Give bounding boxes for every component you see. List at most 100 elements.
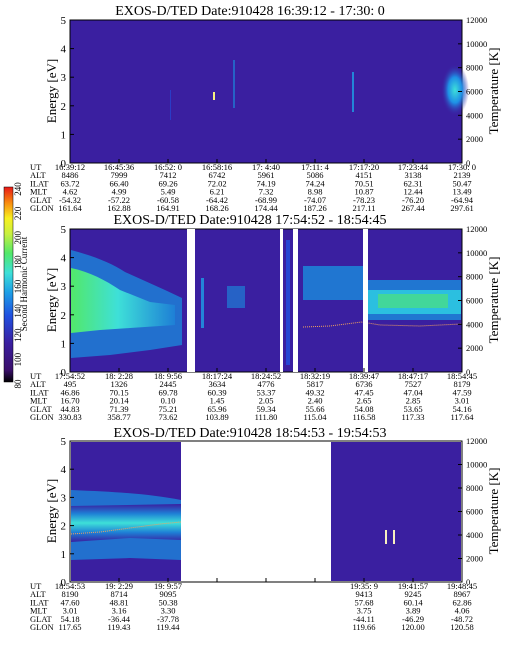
colorbar-tick-label: 240 bbox=[13, 182, 23, 196]
temperature-tick-label: 10000 bbox=[466, 248, 487, 258]
orbit-value: 69.78 bbox=[158, 387, 177, 397]
orbit-value: 54.16 bbox=[452, 404, 471, 414]
orbit-value: 3138 bbox=[405, 170, 422, 180]
orbit-value: 8.98 bbox=[308, 187, 323, 197]
orbit-value: 2445 bbox=[160, 379, 177, 389]
panel-2-features bbox=[71, 229, 462, 372]
orbit-value: 4776 bbox=[258, 379, 275, 389]
orbit-value: 9245 bbox=[405, 589, 422, 599]
orbit-value: 5.49 bbox=[161, 187, 176, 197]
orbit-value: 47.04 bbox=[403, 387, 423, 397]
panel-1-orbit-table: UT 16:39:12 16:45:36 16:52: 0 16:58:16 17: 4:… bbox=[30, 162, 476, 213]
panel-3-bright-spot bbox=[393, 530, 395, 544]
panel-1-streak bbox=[170, 90, 171, 120]
colorbar-tick-label: 100 bbox=[13, 352, 23, 366]
orbit-value: 60.39 bbox=[207, 387, 226, 397]
orbit-value: -46.29 bbox=[402, 614, 424, 624]
panel-1-right-edge-blob bbox=[441, 64, 469, 116]
orbit-value: 16:52: 0 bbox=[154, 162, 182, 172]
orbit-value: 17:30: 0 bbox=[448, 162, 476, 172]
energy-tick-label: 4 bbox=[61, 253, 67, 265]
panel-2-core-right bbox=[378, 294, 448, 308]
temperature-tick-label: 2000 bbox=[466, 134, 483, 144]
orbit-value: 17:23:44 bbox=[398, 162, 429, 172]
orbit-row-label: UT bbox=[30, 371, 42, 381]
orbit-value: 3.89 bbox=[406, 606, 421, 616]
energy-tick-label: 4 bbox=[61, 44, 67, 56]
orbit-value: 3.01 bbox=[63, 606, 78, 616]
orbit-value: 44.83 bbox=[60, 404, 79, 414]
orbit-row-label: GLAT bbox=[30, 404, 53, 414]
energy-tick-label: 0 bbox=[61, 367, 67, 379]
colorbar-tick-label: 180 bbox=[13, 255, 23, 269]
panel-3-core-band bbox=[71, 504, 181, 542]
orbit-row-label: ALT bbox=[30, 170, 47, 180]
orbit-value: 117.33 bbox=[401, 412, 424, 422]
colorbar-tick-label: 140 bbox=[13, 304, 23, 318]
panel-1-title: EXOS-D/TED Date:910428 16:39:12 - 17:30:… bbox=[115, 4, 384, 19]
orbit-value: 5086 bbox=[307, 170, 324, 180]
colorbar-label: Second Harmonic Current bbox=[19, 236, 29, 331]
orbit-value: 48.81 bbox=[109, 597, 128, 607]
orbit-value: 119.43 bbox=[107, 622, 130, 632]
panel-3-orbit-table: UT 18:54:53 19: 2:29 19: 9:57 19:35: 9 19:41:… bbox=[30, 581, 477, 632]
orbit-value: 7.32 bbox=[259, 187, 274, 197]
temperature-tick-label: 10000 bbox=[466, 39, 487, 49]
orbit-value: 47.45 bbox=[354, 387, 373, 397]
orbit-value: -57.22 bbox=[108, 195, 130, 205]
orbit-value: 7999 bbox=[111, 170, 128, 180]
orbit-value: 72.02 bbox=[207, 178, 226, 188]
orbit-value: 74.19 bbox=[256, 178, 275, 188]
orbit-value: 16:45:36 bbox=[104, 162, 134, 172]
orbit-value: 70.15 bbox=[109, 387, 128, 397]
orbit-value: 19: 2:29 bbox=[105, 581, 133, 591]
colorbar-tick-label: 220 bbox=[13, 206, 23, 220]
orbit-value: 16.70 bbox=[60, 396, 79, 406]
energy-tick-label: 3 bbox=[61, 492, 67, 504]
orbit-value: -44.11 bbox=[353, 614, 375, 624]
orbit-value: 62.31 bbox=[403, 178, 422, 188]
orbit-value: 53.37 bbox=[256, 387, 275, 397]
orbit-value: 17:54:52 bbox=[55, 371, 85, 381]
orbit-value: 16:58:16 bbox=[202, 162, 232, 172]
orbit-row-label: GLON bbox=[30, 412, 54, 422]
orbit-value: 6742 bbox=[209, 170, 226, 180]
panel-1-bright-spot bbox=[213, 92, 215, 100]
temperature-tick-label: 6000 bbox=[466, 296, 483, 306]
orbit-value: 3.30 bbox=[161, 606, 176, 616]
orbit-value: 73.62 bbox=[158, 412, 177, 422]
temperature-tick-label: 0 bbox=[466, 367, 470, 377]
energy-tick-label: 4 bbox=[61, 464, 67, 476]
temperature-tick-label: 12000 bbox=[466, 15, 487, 25]
energy-tick-label: 1 bbox=[61, 129, 67, 141]
orbit-row-label: GLAT bbox=[30, 614, 53, 624]
orbit-row-label: GLAT bbox=[30, 195, 53, 205]
orbit-value: 18:24:52 bbox=[251, 371, 281, 381]
colorbar-scale bbox=[3, 186, 14, 383]
orbit-value: 46.86 bbox=[60, 387, 79, 397]
orbit-value: 2139 bbox=[454, 170, 471, 180]
orbit-value: 115.04 bbox=[303, 412, 327, 422]
panel-2-axes: 0 1 2 3 4 5 0 2000 4000 6000 8000 10000 12000 bbox=[61, 224, 488, 379]
orbit-value: 164.91 bbox=[156, 203, 179, 213]
orbit-value: 19:48:45 bbox=[447, 581, 477, 591]
panel-2-data-gap bbox=[293, 229, 298, 372]
orbit-value: -76.20 bbox=[402, 195, 424, 205]
orbit-value: 117.64 bbox=[450, 412, 474, 422]
panel-3-y2label: Temperature [K] bbox=[486, 468, 501, 555]
orbit-row-label: ILAT bbox=[30, 387, 49, 397]
orbit-row-label: UT bbox=[30, 162, 42, 172]
orbit-value: 217.11 bbox=[352, 203, 375, 213]
orbit-value: 19:35: 9 bbox=[350, 581, 378, 591]
panel-2-patch bbox=[227, 286, 245, 308]
orbit-value: 70.51 bbox=[354, 178, 373, 188]
orbit-value: 66.40 bbox=[109, 178, 128, 188]
orbit-value: 8190 bbox=[62, 589, 79, 599]
panel-3-temperature-trace bbox=[70, 521, 182, 535]
temperature-tick-label: 12000 bbox=[466, 436, 487, 446]
orbit-value: 57.68 bbox=[354, 597, 373, 607]
panel-2-ylabel: Energy [eV] bbox=[44, 268, 59, 332]
orbit-value: 4.06 bbox=[455, 606, 470, 616]
panel-1-streak bbox=[233, 60, 235, 108]
orbit-value: 8967 bbox=[454, 589, 471, 599]
